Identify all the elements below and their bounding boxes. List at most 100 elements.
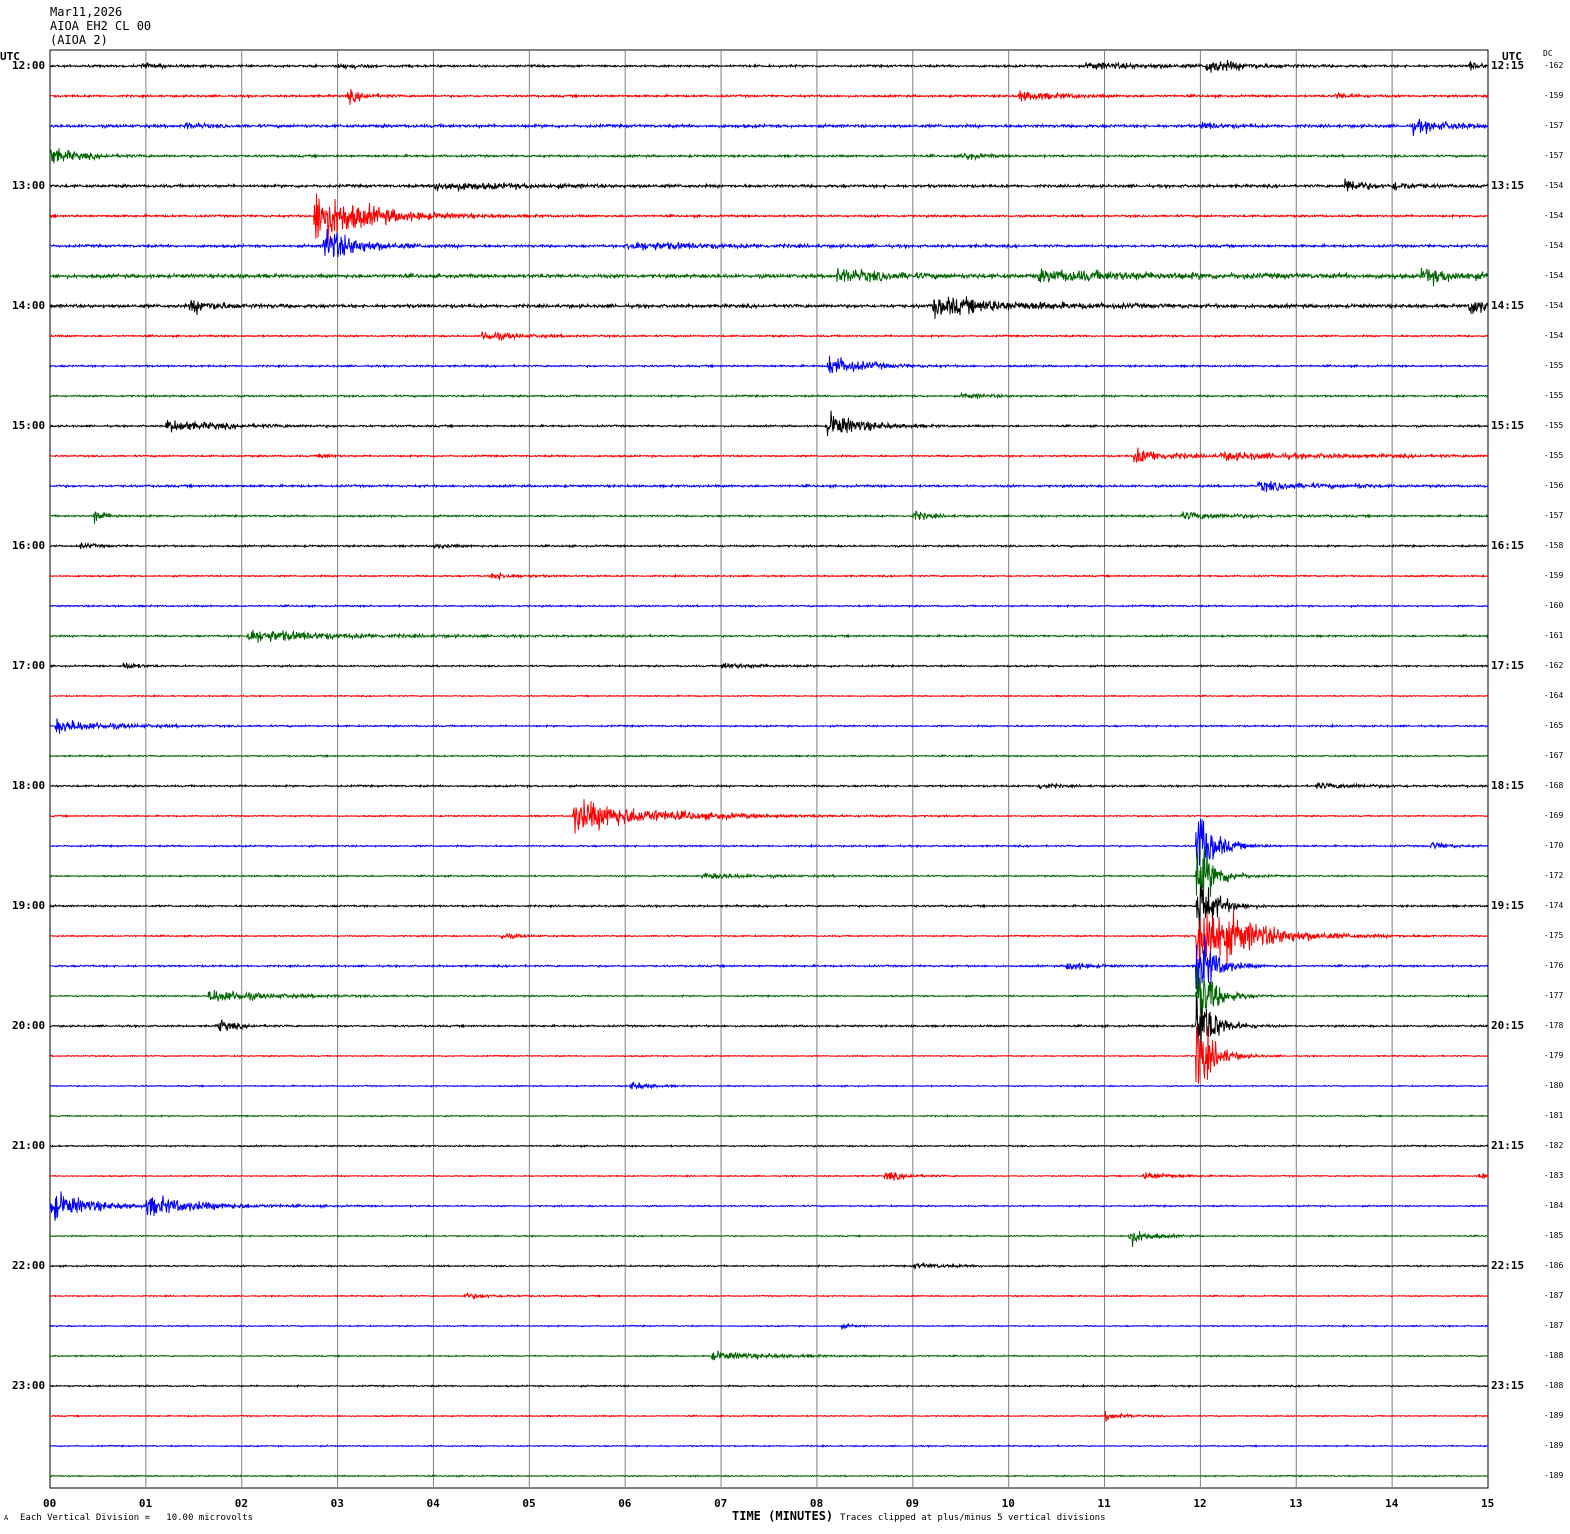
right-time-label: 23:15 [1491,1379,1525,1392]
clip-note: Traces clipped at plus/minus 5 vertical … [840,1513,1106,1523]
dc-offset-label: -183 [1544,1171,1564,1180]
x-tick-label: 04 [426,1497,440,1510]
right-time-label: 22:15 [1491,1259,1525,1272]
trace-row-14 [49,480,1489,493]
trace-row-16 [49,541,1489,550]
x-tick-label: 00 [43,1497,57,1510]
dc-offset-label: -165 [1544,721,1564,730]
left-time-label: 23:00 [12,1379,46,1392]
trace-row-39 [50,1231,1489,1247]
dc-offset-label: -167 [1544,751,1564,760]
dc-offset-label: -159 [1544,91,1564,100]
trace-row-42 [49,1323,1489,1330]
dc-offset-label: -177 [1544,991,1564,1000]
trace-row-15 [49,510,1489,524]
trace-row-33 [49,1026,1489,1084]
trace-row-12 [49,410,1489,437]
dc-offset-label: -181 [1544,1111,1564,1120]
trace-row-8 [49,296,1489,319]
dc-offset-label: -154 [1544,301,1564,310]
x-tick-label: 13 [1289,1497,1303,1510]
dc-offset-label: -154 [1544,271,1564,280]
trace-row-40 [49,1261,1489,1270]
dc-offset-label: -169 [1544,811,1564,820]
header-station: (AIOA 2) [50,33,108,47]
dc-offset-label: -157 [1544,121,1564,130]
left-time-label: 21:00 [12,1139,46,1152]
trace-row-21 [49,693,1489,698]
dc-offset-label: -155 [1544,391,1564,400]
trace-row-19 [49,629,1489,643]
x-tick-label: 12 [1193,1497,1207,1510]
trace-row-36 [49,1143,1489,1149]
trace-row-6 [49,229,1489,257]
dc-offset-label: -176 [1544,961,1564,970]
dc-offset-label: -168 [1544,781,1564,790]
trace-row-35 [50,1113,1489,1118]
dc-offset-label: -160 [1544,601,1564,610]
trace-row-4 [49,178,1489,192]
trace-row-45 [49,1411,1489,1422]
trace-row-27 [49,845,1489,906]
right-time-label: 15:15 [1491,419,1525,432]
dc-offset-label: -182 [1544,1141,1564,1150]
trace-row-18 [49,603,1488,609]
right-utc-title: UTC [1502,50,1522,63]
right-time-label: 20:15 [1491,1019,1525,1032]
x-tick-label: 15 [1481,1497,1495,1510]
dc-offset-label: -189 [1544,1411,1564,1420]
trace-row-1 [49,88,1489,105]
dc-offset-label: -164 [1544,691,1564,700]
x-tick-label: 03 [330,1497,344,1510]
x-tick-label: 14 [1385,1497,1399,1510]
trace-row-2 [49,118,1489,136]
trace-row-10 [49,355,1489,374]
x-tick-label: 06 [618,1497,632,1510]
trace-row-34 [49,1081,1489,1090]
trace-row-9 [49,330,1488,341]
header-date: Mar11,2026 [50,5,123,19]
trace-row-20 [49,662,1488,670]
dc-offset-label: -154 [1544,331,1564,340]
dc-offset-label: -188 [1544,1381,1564,1390]
dc-offset-label: -161 [1544,631,1564,640]
trace-row-44 [49,1383,1489,1389]
trace-row-0 [49,59,1489,73]
dc-offset-label: -156 [1544,481,1564,490]
x-tick-label: 10 [1001,1497,1015,1510]
dc-offset-label: -170 [1544,841,1564,850]
right-time-label: 18:15 [1491,779,1525,792]
trace-row-37 [49,1171,1489,1182]
trace-row-7 [49,267,1489,287]
dc-offset-label: -155 [1544,421,1564,430]
trace-row-31 [49,965,1489,1025]
x-tick-label: 08 [809,1497,824,1510]
trace-row-28 [49,885,1489,937]
right-time-label: 12:15 [1491,59,1525,72]
right-time-label: 13:15 [1491,179,1525,192]
dc-offset-label: -188 [1544,1351,1564,1360]
trace-row-17 [49,572,1489,581]
plot-frame [49,49,1489,1489]
trace-row-3 [49,148,1489,164]
trace-row-41 [49,1291,1489,1301]
dc-offset-label: -186 [1544,1261,1564,1270]
dc-offset-label: -189 [1544,1441,1564,1450]
dc-offset-label: -187 [1544,1291,1564,1300]
trace-row-23 [49,753,1489,759]
left-time-label: 14:00 [12,299,46,312]
right-time-label: 14:15 [1491,299,1525,312]
right-time-label: 19:15 [1491,899,1525,912]
dc-offset-label: -178 [1544,1021,1564,1030]
trace-row-30 [49,935,1489,995]
left-time-label: 17:00 [12,659,46,672]
dc-offset-label: -159 [1544,571,1564,580]
dc-offset-label: -185 [1544,1231,1564,1240]
x-tick-label: 11 [1097,1497,1111,1510]
trace-row-24 [49,781,1489,790]
dc-offset-label: -154 [1544,181,1564,190]
left-time-label: 22:00 [12,1259,46,1272]
left-time-label: 20:00 [12,1019,46,1032]
x-axis-title: TIME (MINUTES) [732,1509,834,1523]
